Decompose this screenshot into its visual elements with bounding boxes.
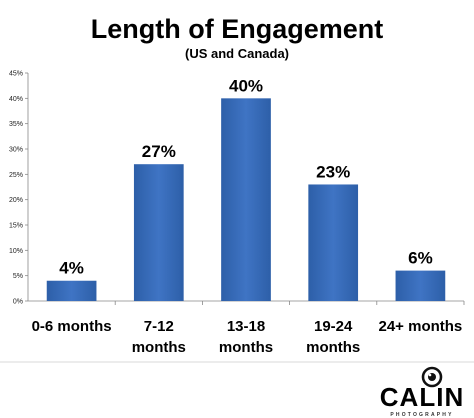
y-tick-label: 35% bbox=[9, 121, 23, 128]
x-tick-label: months bbox=[306, 339, 360, 356]
bar bbox=[308, 184, 359, 301]
y-tick-label: 20% bbox=[9, 197, 23, 204]
chart-subtitle: (US and Canada) bbox=[185, 46, 289, 61]
data-label: 27% bbox=[142, 142, 176, 161]
calin-logo: CALIN PHOTOGRAPHY bbox=[380, 366, 464, 418]
data-label: 6% bbox=[408, 249, 433, 268]
x-tick-label: 7-12 bbox=[144, 318, 174, 335]
data-label: 40% bbox=[229, 76, 263, 95]
y-axis: 0% 5% 10% 15% 20% 25% 30% 35% 40% 45% bbox=[9, 71, 464, 306]
x-tick-label: 13-18 bbox=[227, 318, 265, 335]
chart-title: Length of Engagement bbox=[91, 14, 384, 44]
x-tick-label: 19-24 bbox=[314, 318, 353, 335]
bar bbox=[395, 270, 446, 301]
bars bbox=[46, 98, 446, 301]
camera-lens-icon bbox=[421, 366, 443, 388]
y-tick-label: 40% bbox=[9, 96, 23, 103]
y-tick-label: 45% bbox=[9, 71, 23, 78]
y-tick-label: 10% bbox=[9, 248, 23, 255]
x-tick-label: months bbox=[219, 339, 273, 356]
x-tick-label: months bbox=[132, 339, 186, 356]
bar bbox=[46, 280, 97, 301]
y-tick-label: 5% bbox=[13, 273, 23, 280]
x-axis-labels: 0-6 months 7-12 months 13-18 months 19-24 mont… bbox=[32, 301, 465, 356]
bar bbox=[133, 164, 184, 301]
y-tick-label: 0% bbox=[13, 299, 23, 306]
y-tick-label: 25% bbox=[9, 172, 23, 179]
logo-name: CALIN bbox=[380, 382, 464, 412]
y-tick-label: 15% bbox=[9, 223, 23, 230]
bar bbox=[221, 98, 271, 301]
data-label: 23% bbox=[316, 162, 350, 181]
x-tick-label: 0-6 months bbox=[32, 318, 112, 335]
logo-tagline: PHOTOGRAPHY bbox=[390, 412, 453, 418]
y-tick-label: 30% bbox=[9, 147, 23, 154]
data-label: 4% bbox=[59, 259, 84, 278]
data-labels: 4% 27% 40% 23% 6% bbox=[59, 76, 432, 277]
x-tick-label: 24+ months bbox=[379, 318, 463, 335]
